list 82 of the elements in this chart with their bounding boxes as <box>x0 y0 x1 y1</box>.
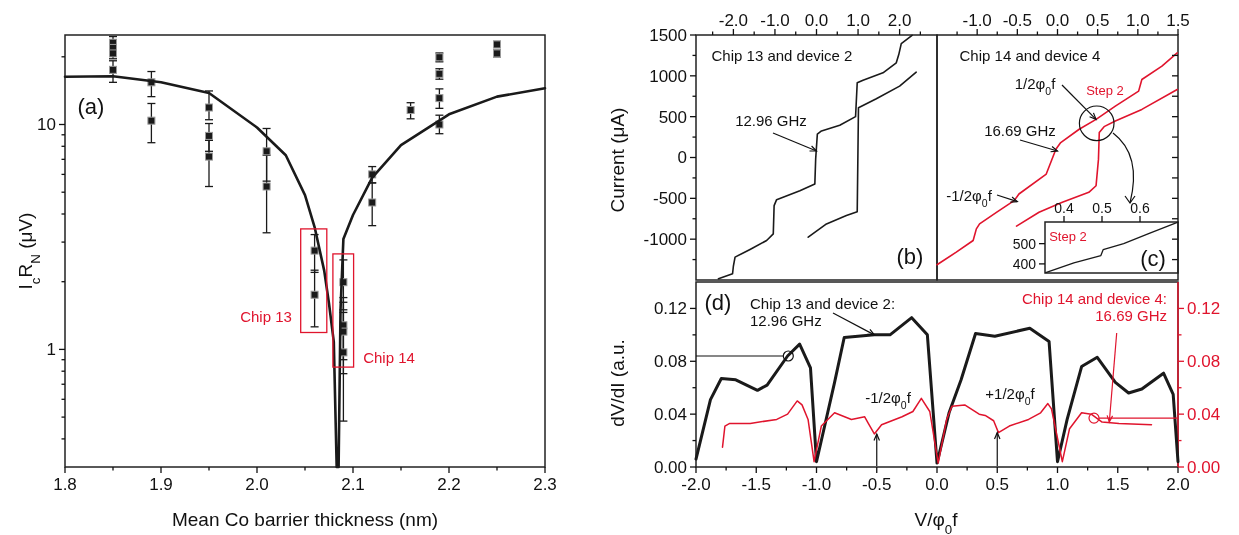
x-tick-label: 0.0 <box>1045 11 1070 30</box>
y2-tick-label: 0.08 <box>1187 352 1221 372</box>
y-axis-title: Current (μA) <box>607 107 628 213</box>
x-tick-label: 2.0 <box>1166 475 1190 494</box>
y-tick-label: 10 <box>37 115 56 135</box>
y-tick-label: -1000 <box>643 230 687 250</box>
annotation: Chip 14 <box>363 349 415 366</box>
x-axis-title: V/φ$_{0}$f <box>914 509 959 535</box>
x-axis-title: Mean Co barrier thickness (nm) <box>171 509 439 530</box>
point <box>368 198 377 207</box>
point <box>205 152 213 161</box>
point <box>406 106 415 114</box>
x-tick-label: 0.5 <box>985 475 1010 494</box>
y2-tick-label: 0.00 <box>1187 457 1221 477</box>
y-tick-label: 1 <box>46 340 56 360</box>
point <box>435 94 444 103</box>
x-tick-label: 0.0 <box>804 11 829 30</box>
x-tick-label: 0.5 <box>1092 200 1112 216</box>
point <box>109 65 117 74</box>
x-tick-label: -1.5 <box>741 475 771 494</box>
annotation: 12.96 GHz <box>735 112 807 129</box>
annotation: (d) <box>704 290 732 315</box>
annotation: Chip 13 and device 2 <box>711 47 853 64</box>
y2-tick-label: 0.12 <box>1187 299 1221 319</box>
x-tick-label: 2.0 <box>887 11 912 30</box>
x-tick-label: 0.5 <box>1085 11 1110 30</box>
x-tick-label: 2.3 <box>533 475 557 494</box>
point <box>262 147 271 156</box>
y-tick-label: 0.04 <box>653 405 687 425</box>
x-tick-label: 2.1 <box>341 475 365 494</box>
x-tick-label: -2.0 <box>681 475 711 494</box>
annotation: (a) <box>77 94 105 119</box>
y2-tick-label: 0.04 <box>1187 405 1221 425</box>
annotation: (c) <box>1140 246 1166 271</box>
x-tick-label: -1.0 <box>760 11 790 30</box>
y-tick-label: 0.00 <box>653 457 687 477</box>
point <box>262 182 271 191</box>
y-tick-label: 1000 <box>649 66 687 86</box>
x-tick-label: 2.0 <box>245 475 269 494</box>
x-tick-label: -2.0 <box>718 11 749 30</box>
y-tick-label: 500 <box>1012 235 1037 252</box>
annotation: Chip 14 and device 4: 16.69 GHz <box>1021 290 1167 325</box>
point <box>205 103 213 112</box>
x-tick-label: -0.5 <box>1002 11 1032 30</box>
annotation: 16.69 GHz <box>984 122 1056 139</box>
x-tick-label: 1.0 <box>1045 475 1070 494</box>
point <box>310 290 319 299</box>
point <box>310 246 319 255</box>
point <box>147 116 156 125</box>
annotation: -1/2φ$_{0}$f <box>865 389 912 411</box>
annotation: Chip 13 and device 2: 12.96 GHz <box>750 295 896 330</box>
x-tick-label: 0.6 <box>1130 200 1150 216</box>
x-tick-label: 1.0 <box>846 11 870 30</box>
x-tick-label: -0.5 <box>862 475 892 494</box>
annotation: Chip 13 <box>240 308 292 325</box>
x-tick-label: 2.2 <box>437 475 461 494</box>
x-tick-label: -1.0 <box>962 11 992 30</box>
point <box>205 131 213 140</box>
y-tick-label: 400 <box>1012 255 1037 272</box>
x-tick-label: 1.0 <box>1126 11 1150 30</box>
x-tick-label: 1.8 <box>53 475 77 494</box>
annotation: (b) <box>896 244 924 269</box>
annotation: Chip 14 and device 4 <box>959 47 1101 64</box>
y-tick-label: 500 <box>658 107 687 127</box>
annotation: +1/2φ$_{0}$f <box>985 385 1036 407</box>
x-tick-label: 0.4 <box>1054 200 1074 216</box>
x-tick-label: 1.5 <box>1105 475 1130 494</box>
annotation: Step 2 <box>1086 83 1124 98</box>
x-tick-label: -1.0 <box>801 475 832 494</box>
y-tick-label: 0.08 <box>653 352 687 372</box>
annotation: 1/2φ$_{0}$f <box>1014 75 1057 97</box>
x-tick-label: 0.0 <box>925 475 949 494</box>
annotation: Step 2 <box>1049 229 1087 244</box>
y-axis-title: dV/dI (a.u. <box>607 339 628 427</box>
y-tick-label: 1500 <box>649 25 687 45</box>
annotation: -1/2φ$_{0}$f <box>946 187 993 209</box>
x-tick-label: 1.5 <box>1166 11 1190 30</box>
point <box>435 120 444 129</box>
y-tick-label: 0.12 <box>653 299 687 319</box>
x-tick-label: 1.9 <box>149 475 173 494</box>
y-tick-label: -500 <box>652 189 687 209</box>
y-tick-label: 0 <box>677 148 687 168</box>
